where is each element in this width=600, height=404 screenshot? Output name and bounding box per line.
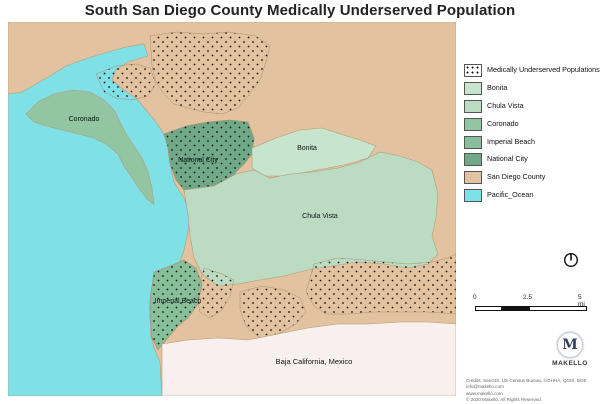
underserved-area-south — [195, 267, 235, 319]
label-imperial-beach: Imperial Beach — [155, 298, 202, 305]
legend-item: Imperial Beach — [464, 135, 600, 152]
credits-line: info@makello.com — [466, 384, 504, 390]
credits-line: © 2020 Makello. All Rights Reserved. — [466, 397, 542, 403]
legend: Medically Underserved Populations Bonita C… — [464, 64, 600, 207]
credits-line: Credits: SanGIS, US Census Bureau, ©OHHA… — [466, 378, 587, 383]
legend-item: San Diego County — [464, 171, 600, 187]
national-city-underserved — [163, 119, 255, 191]
label-chula-vista: Chula Vista — [302, 213, 338, 220]
label-baja-california: Baja California, Mexico — [276, 357, 353, 366]
underserved-area-southeast — [239, 285, 307, 339]
legend-label: Bonita — [487, 82, 508, 92]
imperial-beach-underserved — [149, 259, 203, 351]
map-frame[interactable]: Coronado National City Bonita Chula Vist… — [8, 22, 456, 396]
legend-label: Pacific_Ocean — [487, 190, 534, 200]
underserved-area-northwest — [95, 63, 157, 101]
label-bonita: Bonita — [297, 145, 317, 152]
underserved-area-north — [149, 31, 271, 115]
scale-segment-2 — [502, 306, 529, 311]
legend-item: Chula Vista — [464, 99, 600, 116]
legend-swatch — [464, 135, 482, 149]
legend-label: National City — [487, 154, 528, 164]
legend-swatch — [464, 189, 482, 203]
scale-tick-0: 0 — [473, 294, 477, 301]
baja-california-area — [161, 321, 456, 396]
label-national-city: National City — [178, 157, 218, 164]
credits-line: www.makello.com — [466, 390, 503, 396]
underserved-area-east — [305, 253, 456, 315]
legend-swatch — [464, 153, 482, 167]
legend-item: Medically Underserved Populations — [464, 64, 600, 80]
scale-segment-1 — [475, 306, 502, 311]
legend-swatch — [464, 171, 482, 185]
coronado-area — [25, 89, 155, 205]
legend-swatch — [464, 117, 482, 131]
legend-label: Chula Vista — [487, 100, 524, 110]
map-title: South San Diego County Medically Underse… — [84, 2, 516, 19]
legend-label: San Diego County — [487, 172, 546, 182]
logo-text: MAKELLO — [552, 360, 588, 367]
legend-item: Bonita — [464, 81, 600, 98]
scale-bar: 0 2.5 5 mi — [472, 294, 590, 318]
legend-swatch — [464, 64, 482, 77]
legend-item: National City — [464, 153, 600, 169]
logo-mark-icon: M — [557, 332, 583, 358]
scale-segment-3 — [529, 306, 587, 311]
legend-item: Pacific_Ocean — [464, 189, 600, 205]
map-canvas[interactable]: Coronado National City Bonita Chula Vist… — [8, 22, 456, 396]
scale-tick-mid: 2.5 — [523, 294, 533, 301]
legend-label: Medically Underserved Populations — [487, 65, 600, 74]
legend-label: Coronado — [487, 118, 519, 128]
makello-logo: M MAKELLO — [548, 332, 592, 372]
legend-swatch — [464, 81, 482, 95]
label-coronado: Coronado — [69, 116, 100, 123]
legend-label: Imperial Beach — [487, 136, 535, 146]
legend-swatch — [464, 99, 482, 113]
scale-tick-end: 5 mi — [578, 294, 585, 308]
north-arrow-icon — [563, 252, 579, 268]
legend-item: Coronado — [464, 117, 600, 134]
